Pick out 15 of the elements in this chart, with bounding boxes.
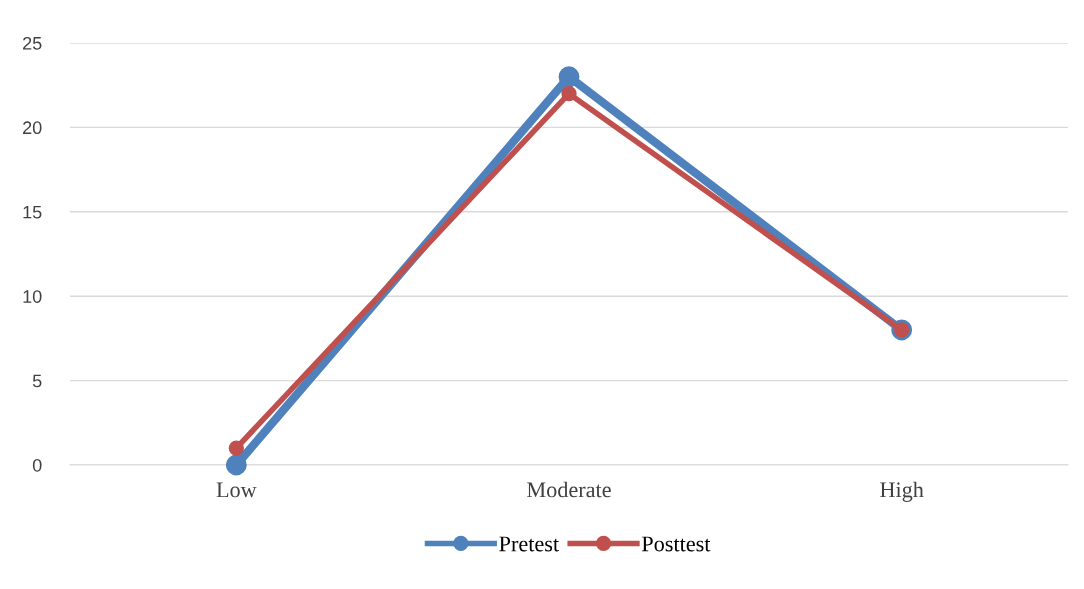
y-tick-label: 5 — [32, 374, 42, 388]
point — [228, 440, 244, 456]
y-tick-label: 15 — [23, 205, 42, 219]
x-tick-label: Low — [216, 482, 257, 498]
x-tick-label: High — [880, 481, 924, 502]
y-tick-label: 20 — [23, 121, 42, 135]
x-tick-label: Moderate — [527, 481, 611, 498]
y-tick-label: 0 — [32, 458, 42, 472]
y-tick-label: 10 — [23, 290, 42, 303]
point — [558, 66, 580, 88]
legend-label: Pretest — [499, 536, 559, 552]
point — [561, 86, 577, 102]
legend-label: Posttest — [641, 536, 711, 552]
y-tick-label: 25 — [23, 36, 42, 50]
point — [225, 454, 247, 476]
